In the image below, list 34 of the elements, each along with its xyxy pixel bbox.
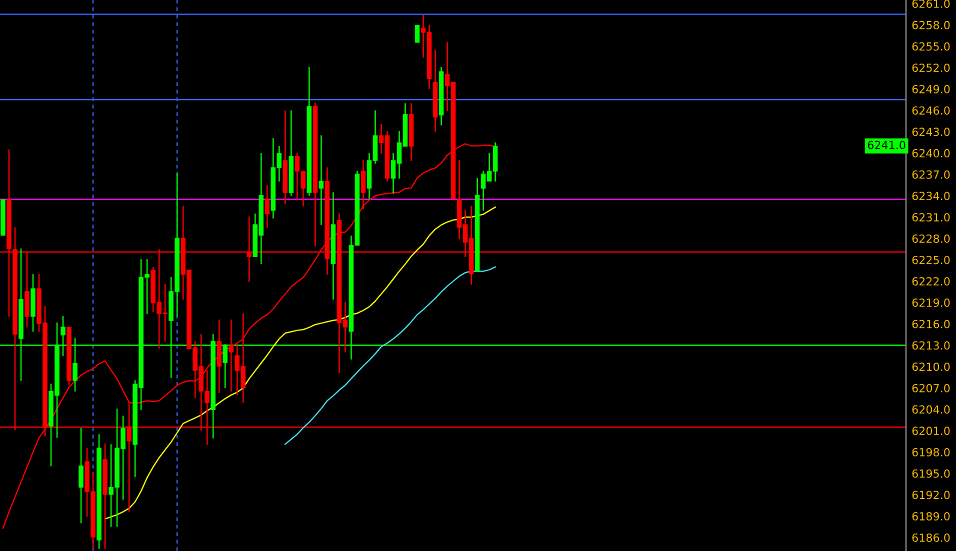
text: 6241.0 (868, 140, 906, 150)
y-tick-label: 6249.0 (912, 84, 950, 94)
y-tick-label: 6225.0 (912, 256, 950, 264)
y-tick-label: 6186.0 (912, 533, 950, 542)
y-tick-label: 6228.0 (912, 234, 950, 243)
line-series (104, 206, 496, 520)
y-tick-label: 6207.0 (912, 384, 950, 392)
y-tick-label: 6234.0 (912, 192, 950, 200)
y-tick-label: 6198.0 (912, 448, 950, 456)
y-tick-label: 6219.0 (912, 298, 950, 307)
candlestick (318, 134, 324, 226)
y-tick-label: 6252.0 (912, 64, 950, 72)
candlestick (228, 319, 234, 392)
candlestick (264, 184, 270, 228)
y-tick-label: 6243.0 (912, 128, 950, 136)
y-tick-label: 6201.0 (912, 426, 950, 436)
y-tick-label: 6204.0 (912, 405, 950, 414)
y-tick-label: 6222.0 (912, 277, 950, 286)
y-tick-label: 6216.0 (912, 320, 950, 328)
y-tick-label: 6210.0 (912, 362, 950, 371)
y-tick-label: 6255.0 (912, 42, 950, 51)
y-tick-label: 6240.0 (912, 149, 950, 158)
y-tick-label: 6231.0 (912, 213, 950, 222)
y-tick-label: 6237.0 (912, 170, 950, 179)
candlestick (360, 160, 366, 210)
y-tick-label: 6246.0 (912, 106, 950, 115)
y-tick-label: 6213.0 (912, 341, 950, 350)
y-tick-label: 6192.0 (912, 490, 950, 500)
candlestick (78, 427, 84, 524)
y-tick-label: 6189.0 (912, 512, 950, 520)
y-tick-label: 6195.0 (912, 469, 950, 478)
line-series (284, 266, 496, 445)
y-tick-label: 6261.0 (912, 0, 950, 8)
y-tick-label: 6258.0 (912, 20, 950, 30)
